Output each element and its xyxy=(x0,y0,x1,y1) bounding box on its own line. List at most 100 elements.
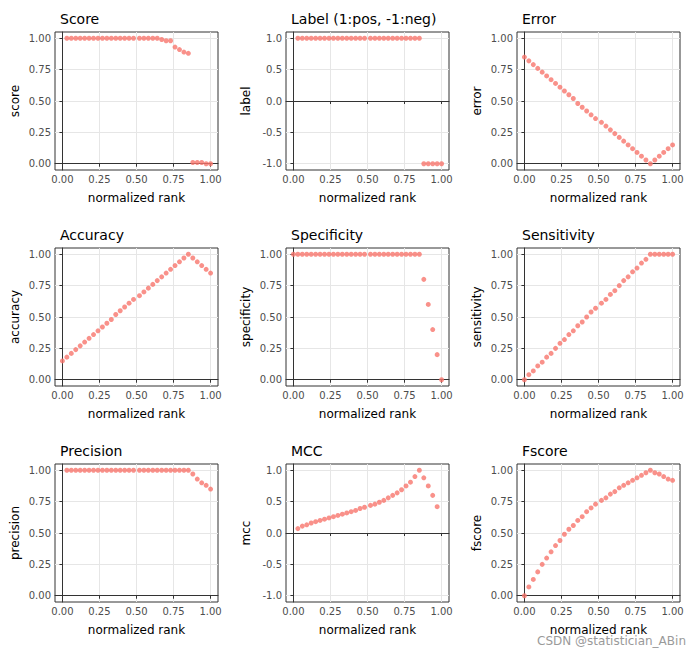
svg-text:0.75: 0.75 xyxy=(624,174,646,185)
svg-text:1.00: 1.00 xyxy=(491,249,513,260)
svg-text:0.75: 0.75 xyxy=(393,390,415,401)
svg-text:Label (1:pos, -1:neg): Label (1:pos, -1:neg) xyxy=(291,11,436,27)
svg-text:0.00: 0.00 xyxy=(51,390,73,401)
svg-text:0.50: 0.50 xyxy=(356,390,378,401)
svg-text:1.00: 1.00 xyxy=(29,465,51,476)
svg-text:0.00: 0.00 xyxy=(29,590,51,601)
svg-text:0.5: 0.5 xyxy=(266,496,282,507)
svg-text:accuracy: accuracy xyxy=(8,290,22,344)
svg-text:0.50: 0.50 xyxy=(125,174,147,185)
svg-text:1.00: 1.00 xyxy=(491,465,513,476)
svg-text:fscore: fscore xyxy=(470,515,484,551)
svg-text:1.00: 1.00 xyxy=(430,606,452,617)
svg-text:0.25: 0.25 xyxy=(29,559,51,570)
svg-text:normalized rank: normalized rank xyxy=(550,191,647,205)
svg-text:0.00: 0.00 xyxy=(282,390,304,401)
svg-text:0.75: 0.75 xyxy=(491,64,513,75)
svg-text:0.75: 0.75 xyxy=(260,280,282,291)
svg-text:0.25: 0.25 xyxy=(491,343,513,354)
svg-text:normalized rank: normalized rank xyxy=(319,623,416,637)
svg-text:normalized rank: normalized rank xyxy=(88,623,185,637)
svg-text:0.25: 0.25 xyxy=(29,343,51,354)
svg-text:0.00: 0.00 xyxy=(29,374,51,385)
svg-text:score: score xyxy=(8,85,22,117)
svg-text:0.00: 0.00 xyxy=(282,174,304,185)
svg-text:0.25: 0.25 xyxy=(550,606,572,617)
svg-text:Specificity: Specificity xyxy=(291,227,363,243)
svg-text:0.00: 0.00 xyxy=(29,158,51,169)
svg-text:0.50: 0.50 xyxy=(587,390,609,401)
svg-text:0.25: 0.25 xyxy=(491,127,513,138)
svg-text:0.00: 0.00 xyxy=(51,606,73,617)
svg-text:0.75: 0.75 xyxy=(29,64,51,75)
svg-text:0.75: 0.75 xyxy=(162,606,184,617)
svg-text:0.50: 0.50 xyxy=(491,312,513,323)
svg-text:0.25: 0.25 xyxy=(88,606,110,617)
svg-text:normalized rank: normalized rank xyxy=(550,623,647,637)
svg-text:1.00: 1.00 xyxy=(199,390,221,401)
svg-text:normalized rank: normalized rank xyxy=(88,407,185,421)
svg-text:specificity: specificity xyxy=(239,287,253,347)
svg-text:0.50: 0.50 xyxy=(587,606,609,617)
svg-text:1.00: 1.00 xyxy=(29,249,51,260)
svg-text:1.00: 1.00 xyxy=(430,390,452,401)
svg-text:0.00: 0.00 xyxy=(51,174,73,185)
svg-text:0.75: 0.75 xyxy=(162,390,184,401)
svg-text:0.00: 0.00 xyxy=(491,590,513,601)
svg-text:0.50: 0.50 xyxy=(29,312,51,323)
svg-text:0.75: 0.75 xyxy=(162,174,184,185)
svg-text:Fscore: Fscore xyxy=(522,443,568,459)
svg-text:0.0: 0.0 xyxy=(266,96,282,107)
svg-text:1.00: 1.00 xyxy=(199,174,221,185)
svg-text:normalized rank: normalized rank xyxy=(550,407,647,421)
svg-text:-1.0: -1.0 xyxy=(262,590,282,601)
svg-text:-0.5: -0.5 xyxy=(262,127,282,138)
svg-text:0.75: 0.75 xyxy=(393,174,415,185)
svg-text:error: error xyxy=(470,86,484,115)
svg-text:0.75: 0.75 xyxy=(29,280,51,291)
svg-text:0.00: 0.00 xyxy=(491,158,513,169)
svg-text:0.50: 0.50 xyxy=(491,96,513,107)
svg-text:sensitivity: sensitivity xyxy=(470,286,484,347)
svg-text:0.75: 0.75 xyxy=(29,496,51,507)
svg-text:0.25: 0.25 xyxy=(29,127,51,138)
svg-text:normalized rank: normalized rank xyxy=(319,191,416,205)
svg-text:0.25: 0.25 xyxy=(491,559,513,570)
svg-text:0.00: 0.00 xyxy=(513,390,535,401)
svg-text:0.00: 0.00 xyxy=(282,606,304,617)
svg-text:Sensitivity: Sensitivity xyxy=(522,227,595,243)
svg-text:0.25: 0.25 xyxy=(319,174,341,185)
svg-text:0.5: 0.5 xyxy=(266,64,282,75)
svg-text:1.00: 1.00 xyxy=(491,33,513,44)
svg-text:0.25: 0.25 xyxy=(260,343,282,354)
svg-text:0.75: 0.75 xyxy=(624,606,646,617)
svg-text:0.25: 0.25 xyxy=(550,390,572,401)
svg-text:0.00: 0.00 xyxy=(491,374,513,385)
svg-text:0.50: 0.50 xyxy=(356,174,378,185)
svg-text:-1.0: -1.0 xyxy=(262,158,282,169)
svg-text:1.00: 1.00 xyxy=(430,174,452,185)
svg-text:1.00: 1.00 xyxy=(661,606,683,617)
svg-text:1.00: 1.00 xyxy=(661,390,683,401)
svg-text:0.50: 0.50 xyxy=(29,96,51,107)
svg-text:normalized rank: normalized rank xyxy=(88,191,185,205)
svg-text:0.0: 0.0 xyxy=(266,528,282,539)
svg-text:0.50: 0.50 xyxy=(356,606,378,617)
svg-text:0.50: 0.50 xyxy=(587,174,609,185)
svg-text:0.50: 0.50 xyxy=(491,528,513,539)
svg-text:0.50: 0.50 xyxy=(260,312,282,323)
svg-text:0.25: 0.25 xyxy=(319,606,341,617)
svg-text:0.25: 0.25 xyxy=(88,390,110,401)
svg-text:Error: Error xyxy=(522,11,556,27)
svg-text:0.25: 0.25 xyxy=(88,174,110,185)
svg-text:0.75: 0.75 xyxy=(491,496,513,507)
svg-text:0.50: 0.50 xyxy=(29,528,51,539)
svg-text:0.75: 0.75 xyxy=(491,280,513,291)
svg-text:precision: precision xyxy=(8,506,22,560)
svg-text:0.50: 0.50 xyxy=(125,390,147,401)
svg-text:label: label xyxy=(239,86,253,115)
svg-text:MCC: MCC xyxy=(291,443,323,459)
svg-text:1.0: 1.0 xyxy=(266,33,282,44)
svg-text:0.25: 0.25 xyxy=(319,390,341,401)
svg-text:Precision: Precision xyxy=(60,443,122,459)
